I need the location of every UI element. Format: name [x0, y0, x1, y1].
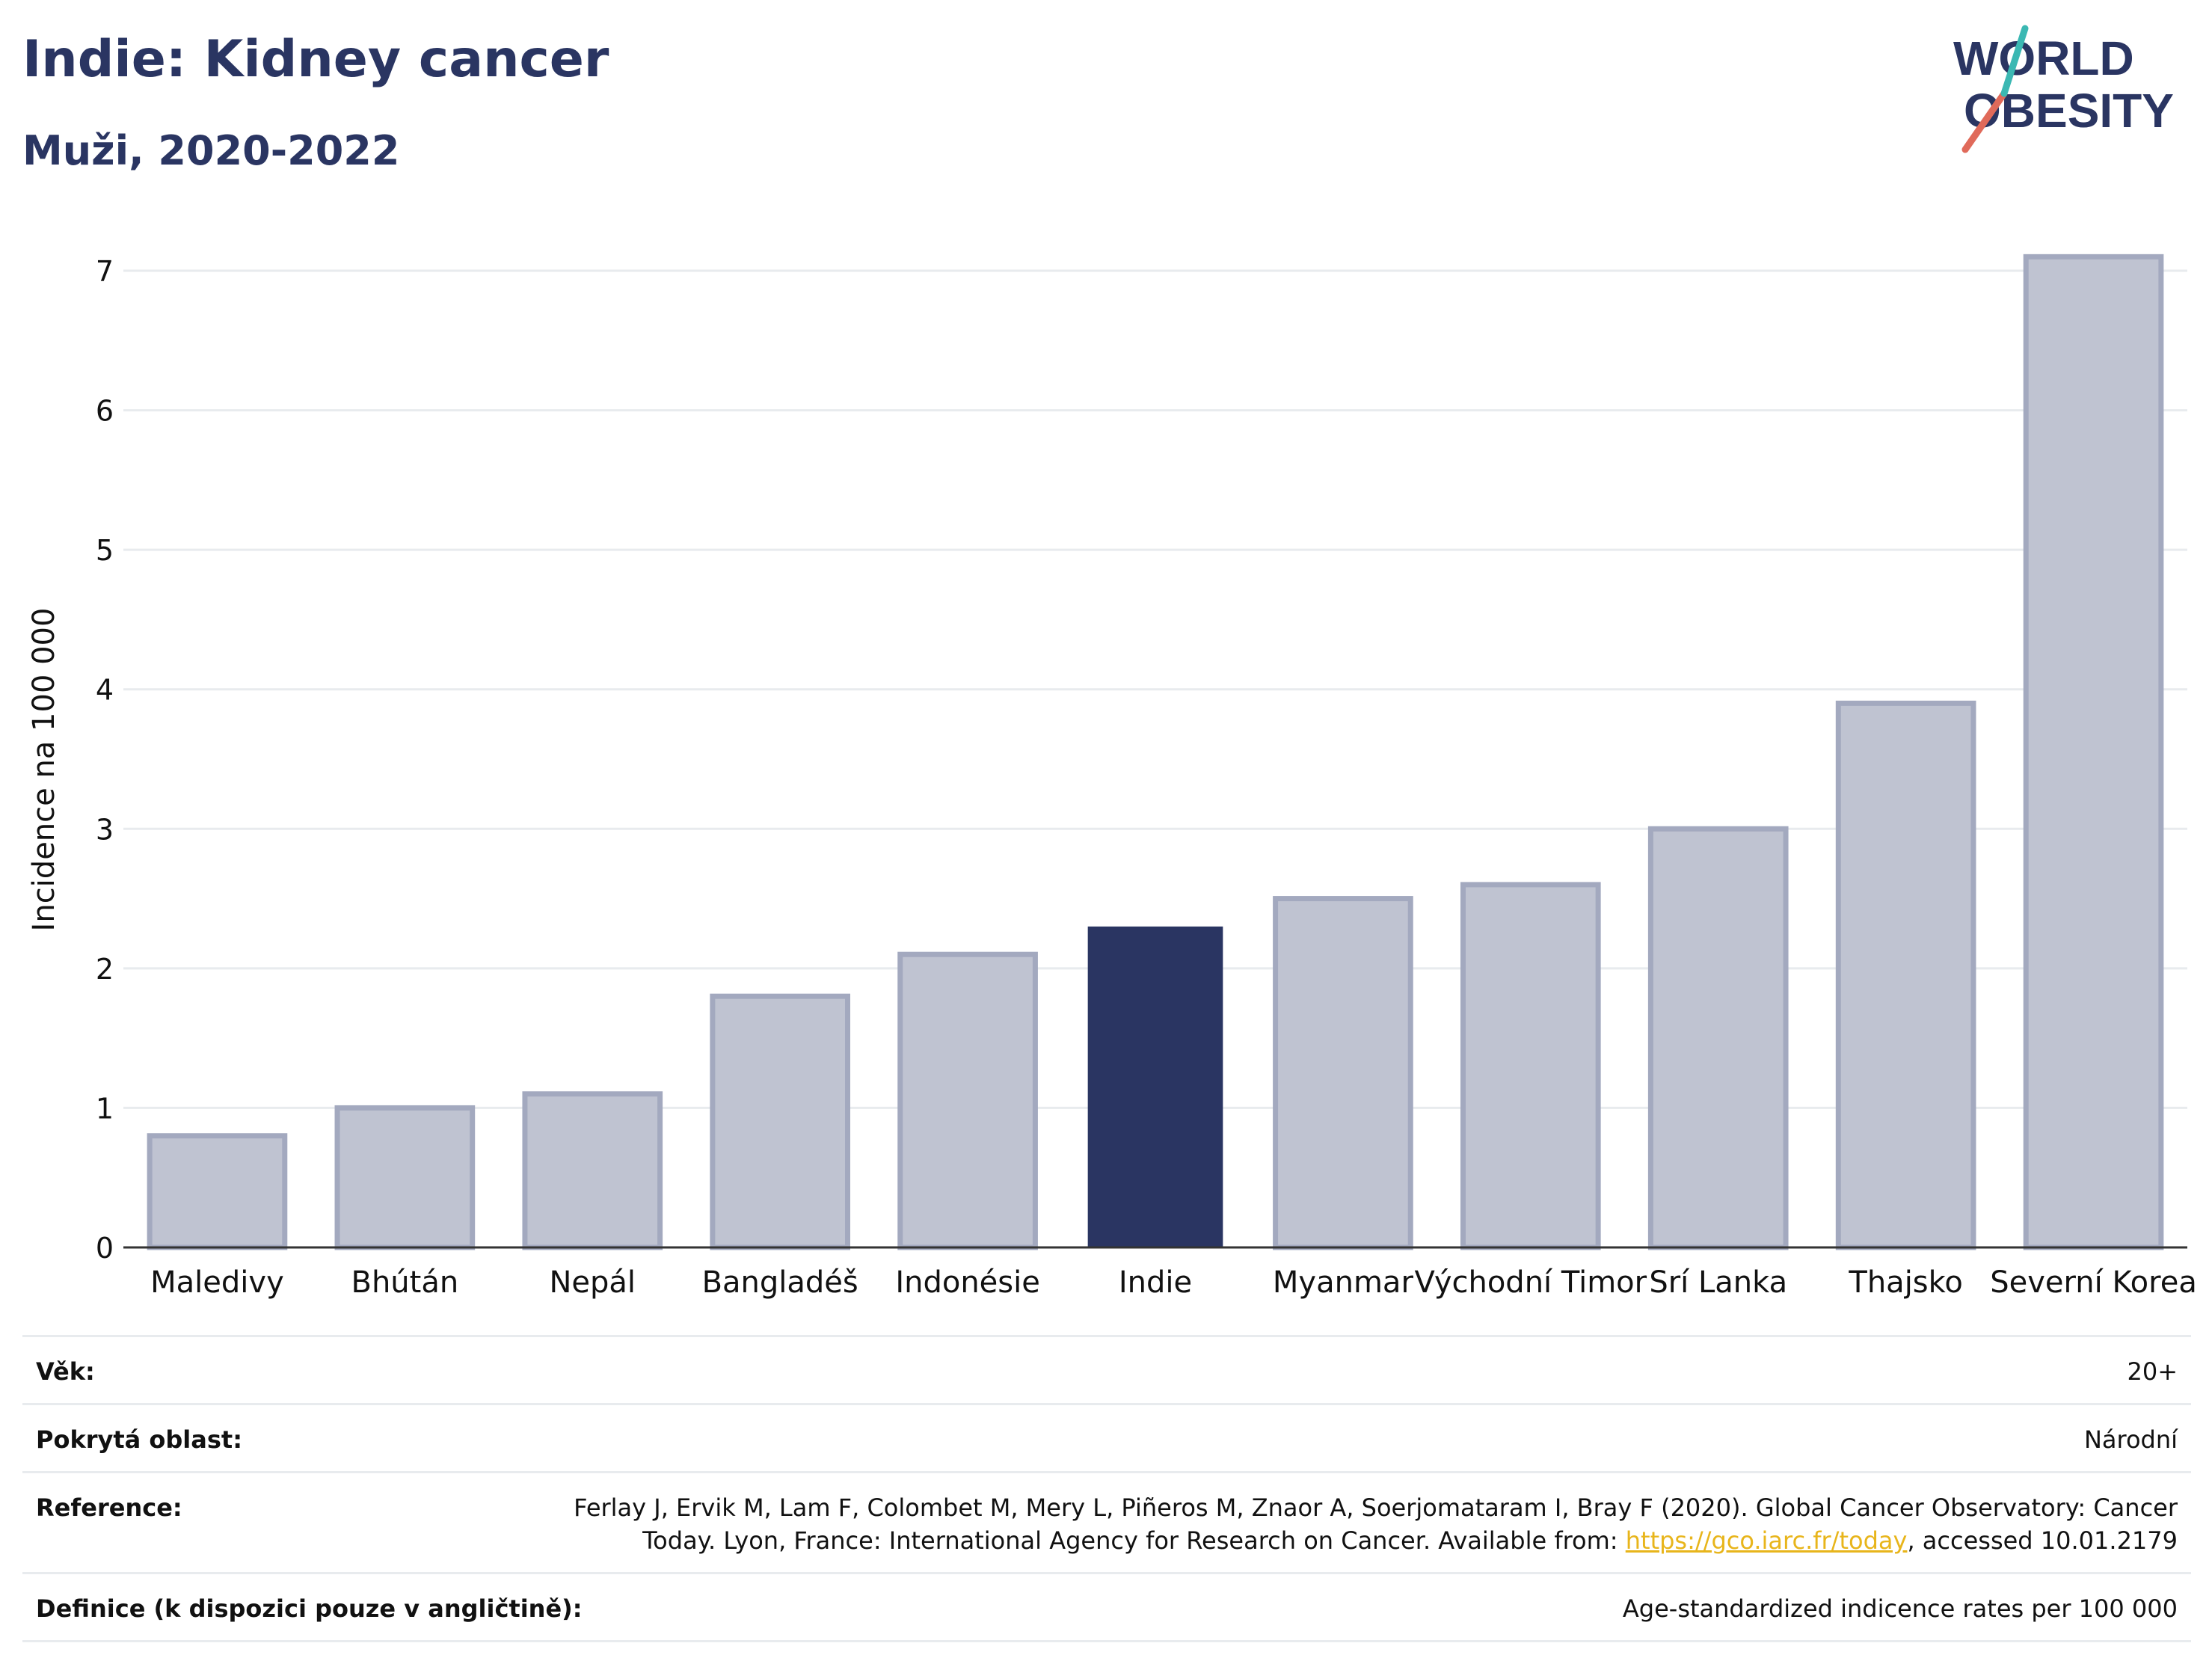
meta-label-age: Věk: [36, 1357, 95, 1386]
y-tick-label: 3 [96, 813, 114, 846]
x-tick-label: Indonésie [895, 1265, 1040, 1300]
y-axis-label: Incidence na 100 000 [27, 608, 61, 932]
x-tick-labels: Maledivy Bhútán Nepál Bangladéš Indonésie Ind… [150, 1265, 2197, 1300]
x-tick-label: Bangladéš [702, 1265, 858, 1300]
y-tick-label: 0 [96, 1232, 114, 1265]
meta-row-age: Věk: 20+ [22, 1335, 2191, 1403]
y-tick-label: 7 [96, 255, 114, 288]
x-tick-label: Thajsko [1848, 1265, 1962, 1300]
bar-chart: 0 1 2 3 4 5 6 7 Maledivy Bhútán Nepál Bangladéš Ind… [27, 254, 2197, 1300]
chart-subtitle: Muži, 2020-2022 [22, 127, 400, 174]
bar-thajsko [1835, 700, 1976, 1250]
x-tick-label: Nepál [549, 1265, 636, 1300]
meta-label-coverage: Pokrytá oblast: [36, 1425, 242, 1454]
chart-title: Indie: Kidney cancer [22, 30, 609, 89]
meta-row-reference: Reference: Ferlay J, Ervik M, Lam F, Col… [22, 1471, 2191, 1572]
x-tick-label: Severní Korea [1990, 1265, 2197, 1300]
logo-slash-red [1961, 90, 2008, 153]
bar-bhútán [334, 1105, 476, 1250]
reference-link[interactable]: https://gco.iarc.fr/today [1625, 1526, 1908, 1555]
meta-value-age: 20+ [2127, 1357, 2178, 1386]
metadata-table: Věk: 20+ Pokrytá oblast: Národní Referen… [22, 1335, 2191, 1642]
y-tick-label: 6 [96, 395, 114, 428]
bars [147, 254, 2164, 1250]
x-tick-label: Maledivy [150, 1265, 284, 1300]
bar-severní-korea [2023, 254, 2164, 1250]
y-tick-labels: 0 1 2 3 4 5 6 7 [96, 255, 114, 1265]
meta-value-coverage: Národní [2083, 1425, 2178, 1454]
x-tick-label: Srí Lanka [1649, 1265, 1787, 1300]
bar-nepál [522, 1091, 663, 1250]
bar-východní-timor [1460, 882, 1601, 1250]
bar-maledivy [147, 1133, 288, 1250]
bar-bangladéš [710, 993, 851, 1250]
y-tick-label: 1 [96, 1092, 114, 1125]
meta-row-definition: Definice (k dispozici pouze v angličtině… [22, 1572, 2191, 1642]
logo-slash-teal [2000, 25, 2029, 97]
logo-line-2: OBESITY [1964, 84, 2174, 138]
x-tick-label: Myanmar [1273, 1265, 1414, 1300]
meta-row-coverage: Pokrytá oblast: Národní [22, 1403, 2191, 1471]
x-tick-label: Indie [1119, 1265, 1192, 1300]
x-tick-label: Bhútán [351, 1265, 459, 1300]
meta-label-reference: Reference: [36, 1493, 182, 1522]
x-tick-label: Východní Timor [1415, 1265, 1647, 1300]
y-tick-label: 2 [96, 953, 114, 986]
bar-indonésie [897, 951, 1038, 1250]
meta-label-definition: Definice (k dispozici pouze v angličtině… [36, 1594, 583, 1623]
bar-indie [1087, 926, 1223, 1247]
reference-text: Ferlay J, Ervik M, Lam F, Colombet M, Me… [574, 1493, 2178, 1555]
logo-line-1: WORLD [1953, 31, 2134, 85]
world-obesity-logo: WORLD OBESITY [1953, 25, 2174, 153]
bar-myanmar [1273, 896, 1413, 1250]
y-tick-label: 4 [96, 674, 114, 707]
y-tick-label: 5 [96, 534, 114, 567]
reference-accessed: , accessed 10.01.2179 [1907, 1526, 2178, 1555]
meta-value-reference: Ferlay J, Ervik M, Lam F, Colombet M, Me… [532, 1491, 2178, 1557]
meta-value-definition: Age-standardized indicence rates per 100… [1622, 1594, 2178, 1623]
bar-srí-lanka [1647, 826, 1789, 1250]
